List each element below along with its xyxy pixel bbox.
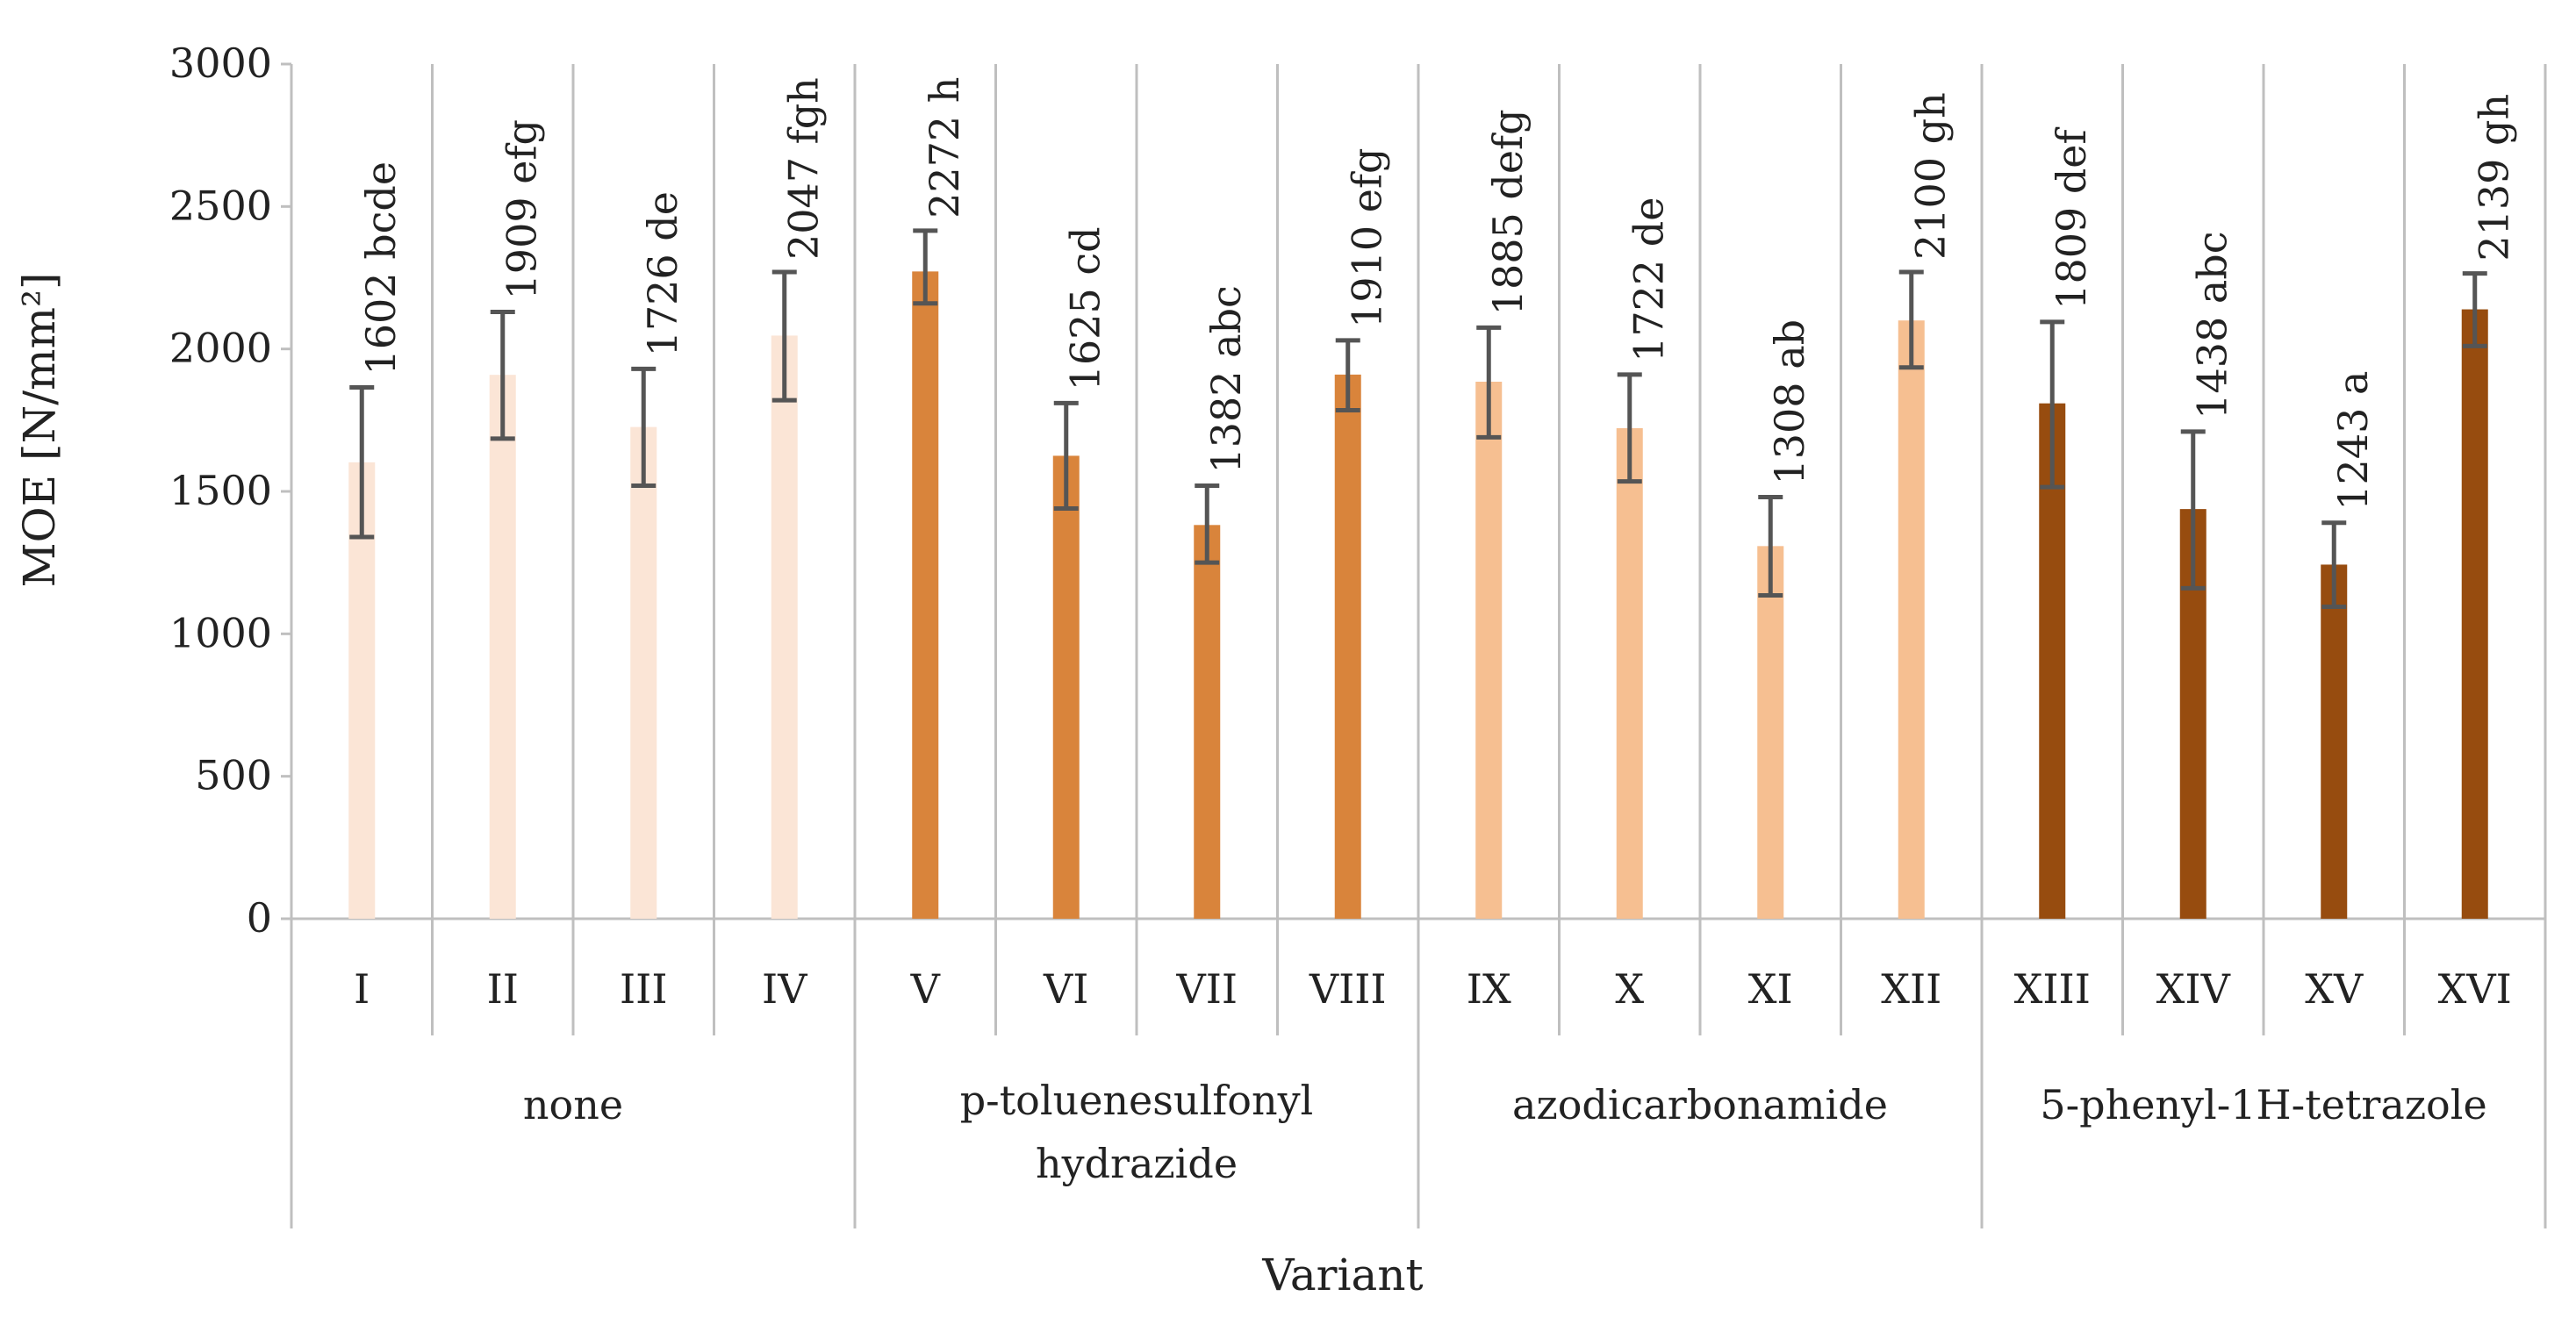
bar: [1616, 427, 1643, 919]
group-label: hydrazide: [1036, 1140, 1238, 1187]
group-label: none: [523, 1081, 623, 1128]
data-label: 1625 cd: [1062, 226, 1109, 390]
y-tick-label: 1000: [169, 609, 272, 656]
category-label: XI: [1748, 965, 1793, 1013]
group-label: azodicarbonamide: [1512, 1081, 1888, 1128]
category-label: IX: [1467, 965, 1511, 1013]
y-tick-label: 1500: [169, 467, 272, 514]
category-label: XIV: [2156, 965, 2231, 1013]
category-label: XV: [2305, 965, 2364, 1013]
group-label: p-toluenesulfonyl: [960, 1077, 1314, 1124]
y-tick-label: 2000: [169, 325, 272, 372]
category-label: II: [487, 965, 519, 1013]
category-label: III: [620, 965, 668, 1013]
bar: [912, 271, 939, 920]
category-label: V: [910, 965, 941, 1013]
category-label: VII: [1175, 965, 1238, 1013]
data-label: 1308 ab: [1766, 319, 1813, 485]
bar: [489, 375, 516, 920]
data-label: 2047 fgh: [780, 77, 828, 260]
data-label: 1602 bcde: [357, 161, 405, 376]
bar: [630, 426, 657, 919]
category-label: I: [354, 965, 370, 1013]
category-label: VIII: [1309, 965, 1387, 1013]
y-tick-label: 0: [247, 894, 272, 942]
x-axis-title: Variant: [1261, 1250, 1423, 1300]
group-label: 5-phenyl-1H-tetrazole: [2040, 1081, 2486, 1128]
grid-layer: [281, 62, 2547, 1228]
category-label: VI: [1043, 965, 1088, 1013]
data-label: 1722 de: [1625, 197, 1673, 362]
bar: [1898, 320, 1925, 919]
category-label: IV: [762, 965, 807, 1013]
data-label: 2139 gh: [2471, 94, 2518, 261]
data-label: 1885 defg: [1484, 109, 1532, 315]
data-label: 1726 de: [639, 191, 686, 356]
bar: [1052, 455, 1080, 919]
category-label: XVI: [2438, 965, 2512, 1013]
bar: [1475, 382, 1503, 920]
bar: [1334, 374, 1361, 919]
data-label: 2100 gh: [1907, 92, 1955, 260]
y-axis-title: MOE [N/mm²]: [14, 272, 65, 587]
y-tick-label: 500: [195, 752, 272, 799]
category-label: XII: [1881, 965, 1941, 1013]
bar: [1194, 525, 1221, 919]
data-label: 2272 h: [921, 77, 968, 218]
error-bar-layer: [349, 228, 2487, 609]
data-label: 1910 efg: [1344, 148, 1391, 328]
bar: [2321, 564, 2348, 919]
data-label: 1809 def: [2048, 126, 2095, 309]
y-tick-label: 3000: [169, 39, 272, 87]
category-label: XIII: [2014, 965, 2091, 1013]
data-label: 1909 efg: [499, 119, 546, 299]
data-label: 1438 abc: [2189, 231, 2236, 419]
category-label: X: [1615, 965, 1644, 1013]
y-tick-label: 2500: [169, 182, 272, 229]
label-layer: 0 500 1000 1500 2000 2500 3000 1602 bcde I 1909 e…: [169, 39, 2518, 1187]
data-label: 1382 abc: [1202, 285, 1250, 473]
bar: [1757, 546, 1784, 919]
bar: [2461, 309, 2488, 920]
bar: [771, 335, 798, 919]
data-label: 1243 a: [2329, 371, 2377, 511]
